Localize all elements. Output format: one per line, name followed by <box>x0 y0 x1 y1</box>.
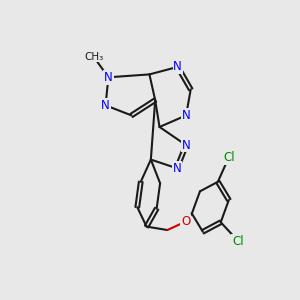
Text: CH₃: CH₃ <box>84 52 103 62</box>
Text: N: N <box>172 162 181 175</box>
Text: Cl: Cl <box>223 151 235 164</box>
Text: N: N <box>173 60 182 74</box>
Text: N: N <box>101 99 110 112</box>
Text: N: N <box>182 139 190 152</box>
Text: O: O <box>181 215 190 228</box>
Text: N: N <box>104 71 113 84</box>
Text: N: N <box>182 109 190 122</box>
Text: Cl: Cl <box>232 235 244 248</box>
